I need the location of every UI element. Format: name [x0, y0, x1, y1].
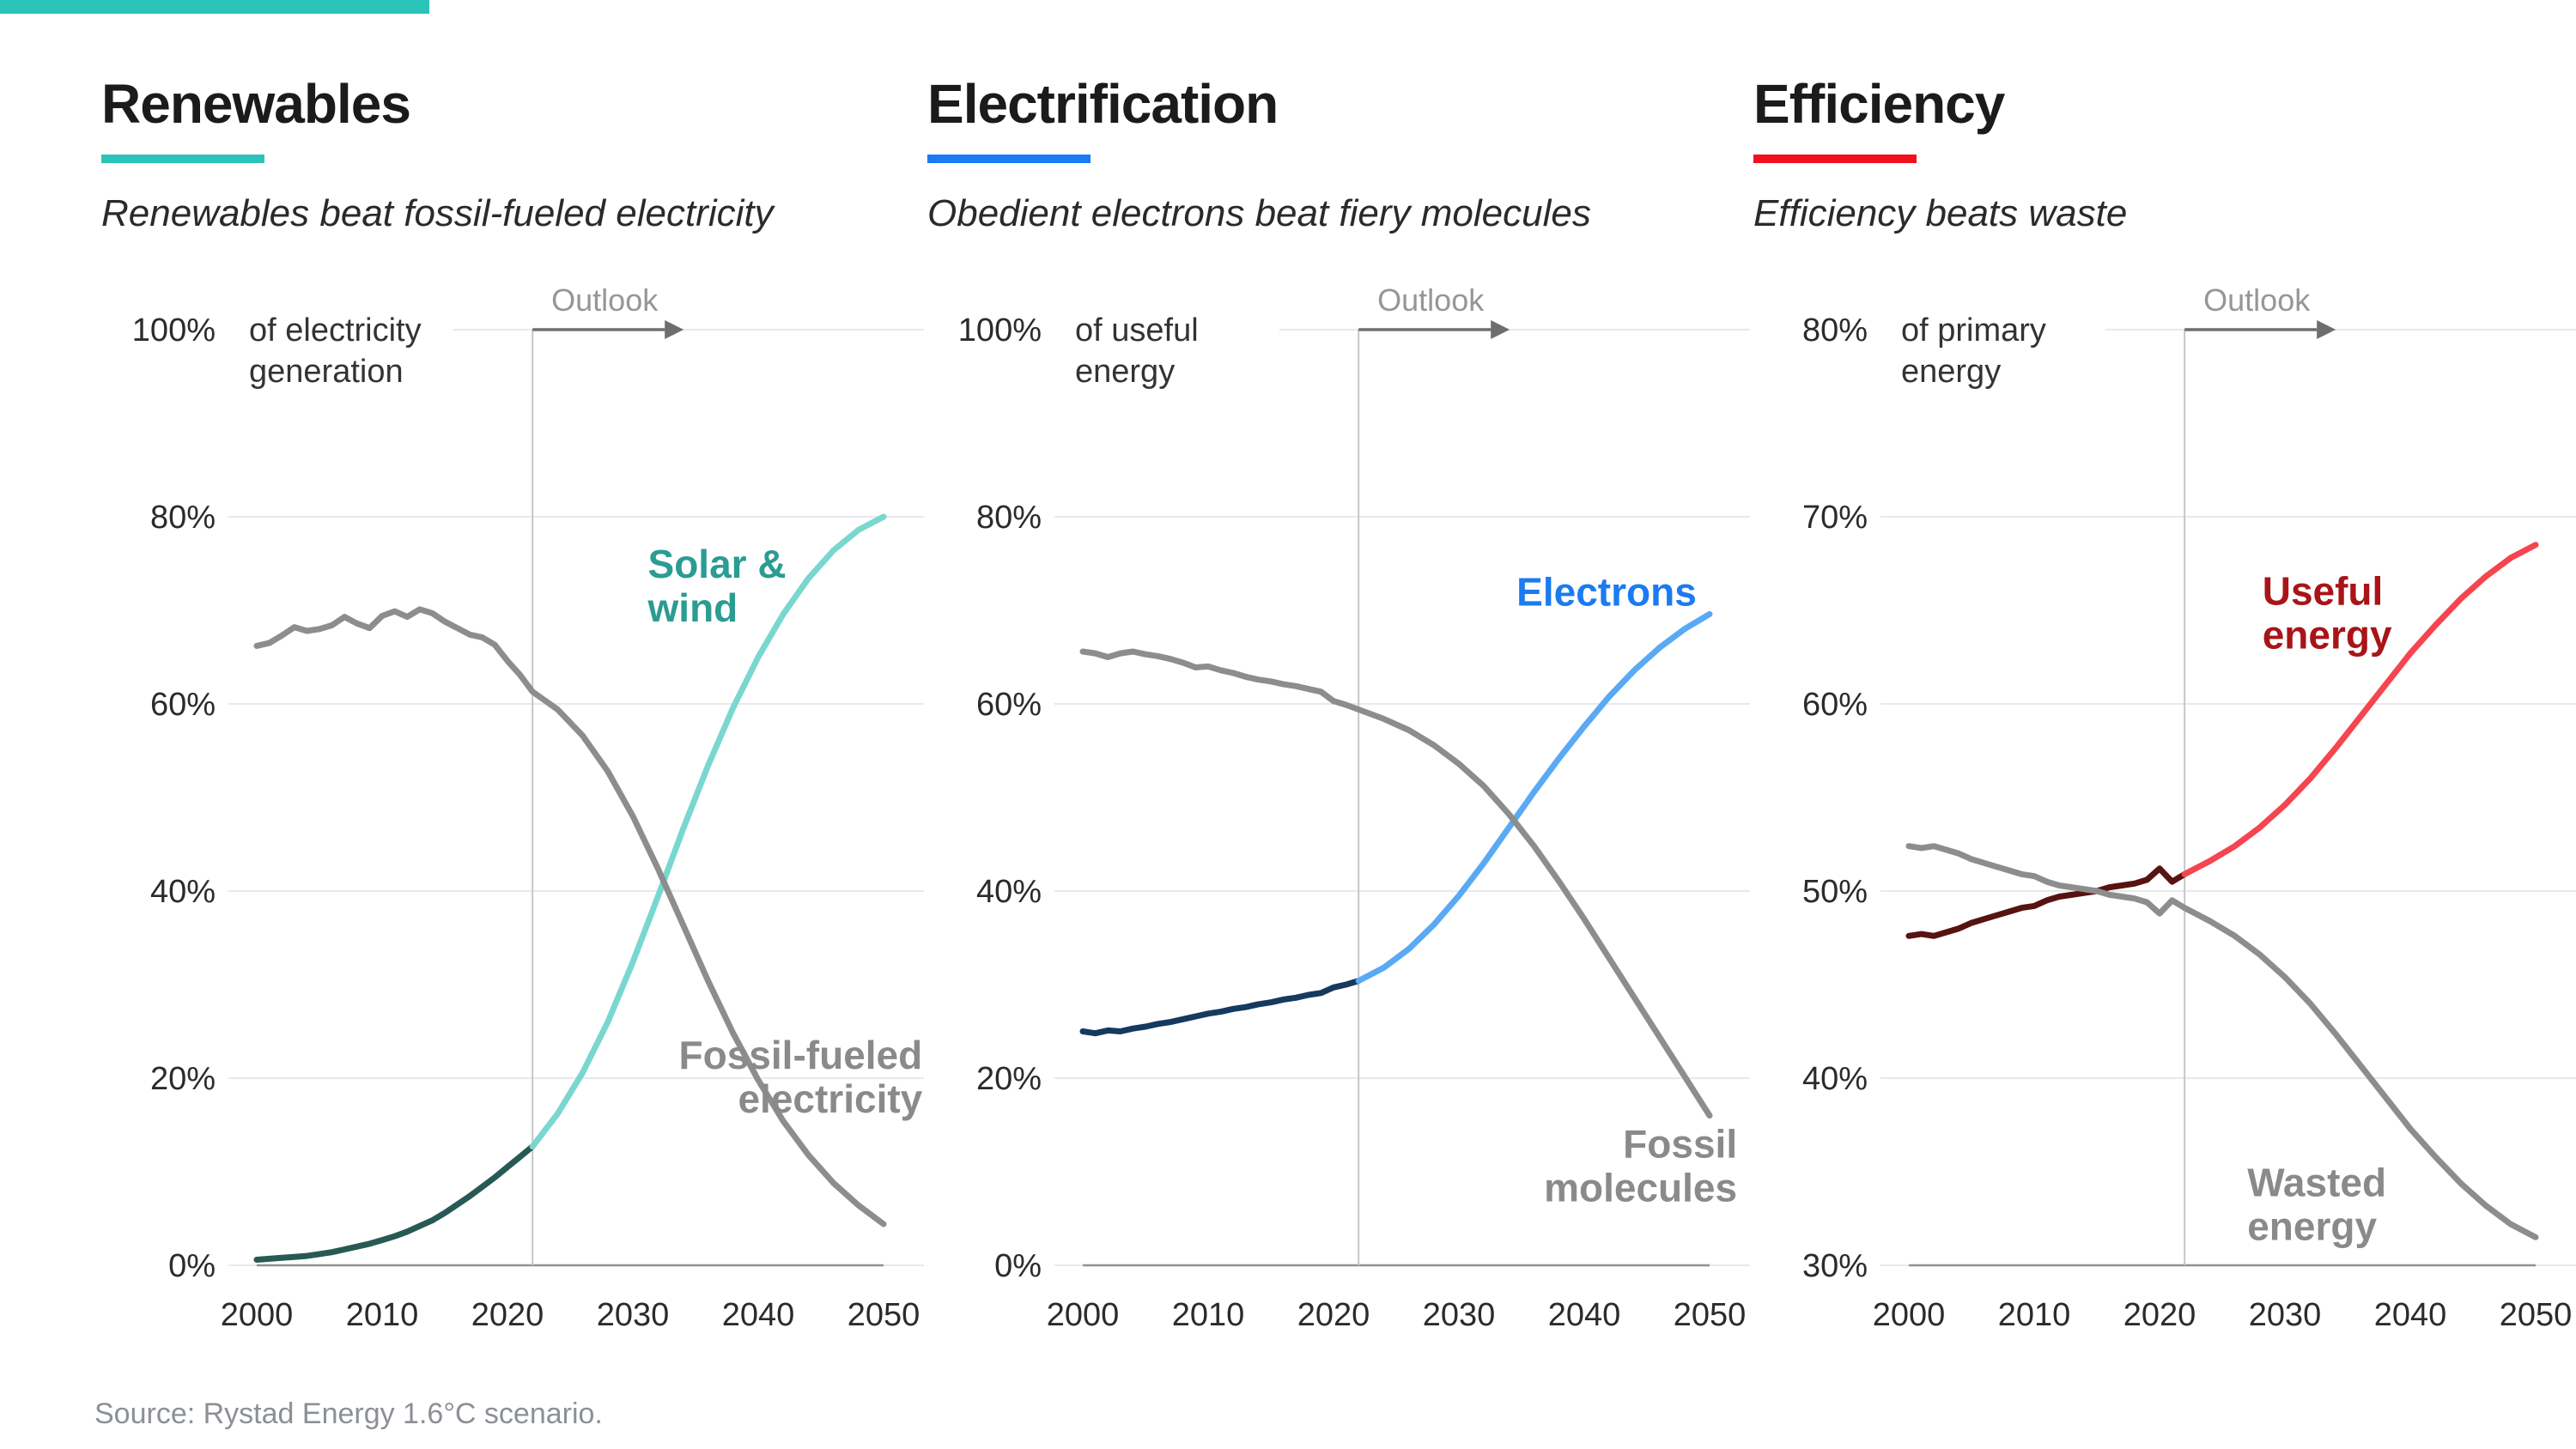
x-tick-label-2020: 2020 — [2123, 1297, 2196, 1333]
outlook-arrow-head-icon — [2317, 320, 2336, 339]
accent-topbar — [0, 0, 429, 14]
y-tick-label-40: 40% — [1802, 1061, 1868, 1097]
series-label-useful-energy-line1: Useful — [2263, 568, 2384, 613]
y-tick-label-80: 80% — [976, 500, 1042, 536]
x-tick-label-2000: 2000 — [1873, 1297, 1946, 1333]
y-tick-label-100: 100% — [132, 312, 216, 349]
series-label-wasted-energy-line1: Wasted — [2247, 1160, 2386, 1204]
axis-annotation-line2: generation — [249, 354, 404, 390]
y-tick-label-80: 80% — [150, 500, 216, 536]
x-tick-label-2010: 2010 — [346, 1297, 419, 1333]
series-label-fossil-molecules-line2: molecules — [1544, 1166, 1737, 1210]
outlook-label: Outlook — [2203, 282, 2311, 318]
y-tick-label-60: 60% — [1802, 687, 1868, 723]
y-tick-label-20: 20% — [976, 1061, 1042, 1097]
series-line-useful-energy-historical — [1905, 865, 2188, 939]
axis-annotation-line1: of electricity — [249, 312, 422, 349]
y-tick-label-40: 40% — [976, 874, 1042, 910]
panel-title-electrification: Electrification — [927, 73, 1279, 135]
panel-subtitle-efficiency: Efficiency beats waste — [1753, 192, 2128, 234]
outlook-label: Outlook — [551, 282, 659, 318]
outlook-arrow-head-icon — [1491, 320, 1510, 339]
panels-row: Renewables Renewables beat fossil-fueled… — [73, 73, 2576, 1385]
series-line-electrons-outlook — [1355, 610, 1713, 985]
x-tick-label-2050: 2050 — [1674, 1297, 1747, 1333]
series-line-wasted-energy-all — [1905, 843, 2539, 1240]
y-tick-label-40: 40% — [150, 874, 216, 910]
series-label-fossil-fueled-electricity-line1: Fossil-fueled — [679, 1033, 923, 1077]
series-label-wasted-energy-line2: energy — [2247, 1203, 2377, 1248]
series-label-useful-energy-line2: energy — [2263, 612, 2392, 657]
series-line-solar-wind-historical — [253, 1143, 536, 1263]
x-tick-label-2020: 2020 — [1297, 1297, 1370, 1333]
y-tick-label-100: 100% — [958, 312, 1042, 349]
series-label-fossil-fueled-electricity-line2: electricity — [738, 1076, 922, 1121]
x-tick-label-2050: 2050 — [848, 1297, 920, 1333]
axis-annotation-line2: energy — [1901, 354, 2001, 390]
title-underline-renewables — [101, 155, 264, 163]
panel-subtitle-renewables: Renewables beat fossil-fueled electricit… — [101, 192, 774, 234]
y-tick-label-30: 30% — [1802, 1248, 1868, 1284]
outlook-arrow-head-icon — [665, 320, 684, 339]
x-tick-label-2000: 2000 — [221, 1297, 294, 1333]
outlook-label: Outlook — [1377, 282, 1485, 318]
x-tick-label-2020: 2020 — [471, 1297, 544, 1333]
y-tick-label-60: 60% — [976, 687, 1042, 723]
panel-subtitle-electrification: Obedient electrons beat fiery molecules — [927, 192, 1591, 234]
y-tick-label-0: 0% — [994, 1248, 1042, 1284]
source-note: Source: Rystad Energy 1.6°C scenario. — [94, 1397, 603, 1430]
x-tick-label-2040: 2040 — [1548, 1297, 1621, 1333]
title-underline-efficiency — [1753, 155, 1917, 163]
x-tick-label-2040: 2040 — [722, 1297, 795, 1333]
panel-efficiency: Efficiency Efficiency beats waste Outloo… — [1725, 73, 2576, 1385]
series-label-electrons-line1: Electrons — [1516, 570, 1697, 615]
series-line-electrons-historical — [1079, 978, 1362, 1037]
x-tick-label-2030: 2030 — [597, 1297, 670, 1333]
axis-annotation-line2: energy — [1075, 354, 1175, 390]
x-tick-label-2030: 2030 — [1423, 1297, 1496, 1333]
x-tick-label-2040: 2040 — [2374, 1297, 2447, 1333]
title-underline-electrification — [927, 155, 1091, 163]
y-tick-label-70: 70% — [1802, 500, 1868, 536]
y-tick-label-60: 60% — [150, 687, 216, 723]
series-line-solar-wind-outlook — [529, 513, 887, 1150]
series-line-fossil-fueled-electricity-all — [253, 606, 887, 1228]
panel-title-efficiency: Efficiency — [1753, 73, 2005, 135]
series-label-fossil-molecules-line1: Fossil — [1623, 1122, 1737, 1167]
panel-electrification: Electrification Obedient electrons beat … — [899, 73, 1750, 1385]
y-tick-label-50: 50% — [1802, 874, 1868, 910]
axis-annotation-line1: of useful — [1075, 312, 1199, 349]
panel-renewables: Renewables Renewables beat fossil-fueled… — [73, 73, 924, 1385]
series-line-fossil-molecules-all — [1079, 648, 1713, 1119]
chart-efficiency: OutlookUsefulenergyWastedenergy30%40%50%… — [1802, 282, 2576, 1333]
x-tick-label-2030: 2030 — [2249, 1297, 2322, 1333]
x-tick-label-2010: 2010 — [1998, 1297, 2071, 1333]
chart-renewables: Outlook Solar &wind Fossil-fueledelectrici… — [132, 282, 924, 1333]
x-tick-label-2050: 2050 — [2500, 1297, 2573, 1333]
axis-annotation-line1: of primary — [1901, 312, 2046, 349]
series-line-useful-energy-outlook — [2181, 542, 2539, 877]
x-tick-label-2010: 2010 — [1172, 1297, 1245, 1333]
series-label-solar-wind-line1: Solar & — [648, 542, 787, 586]
x-tick-label-2000: 2000 — [1047, 1297, 1120, 1333]
y-tick-label-20: 20% — [150, 1061, 216, 1097]
series-label-solar-wind-line2: wind — [647, 585, 738, 630]
panel-title-renewables: Renewables — [101, 73, 411, 135]
y-tick-label-0: 0% — [168, 1248, 216, 1284]
y-tick-label-80: 80% — [1802, 312, 1868, 349]
